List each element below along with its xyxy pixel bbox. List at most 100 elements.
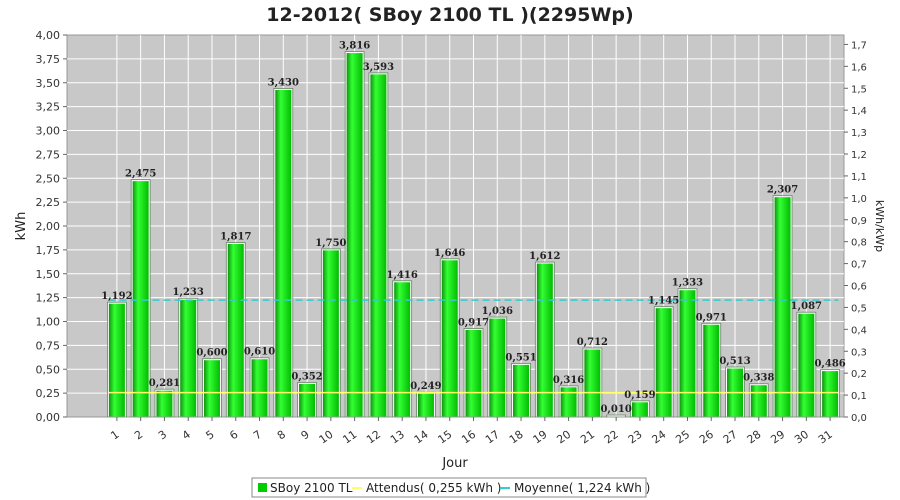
value-labels: 1,192 2,475 0,281 1,233 0,600 1,817 0,610 3,430…: [101, 41, 846, 415]
x-tick-label: 9: [299, 428, 312, 443]
bar-value-label: 1,750: [315, 238, 346, 249]
bar-value-label: 0,600: [196, 348, 227, 359]
bar-value-label: 0,971: [696, 312, 727, 323]
x-tick-label: 16: [459, 428, 478, 447]
x-tick-label: 10: [317, 428, 336, 447]
bar: [345, 52, 364, 418]
bar-value-label: 0,010: [600, 404, 631, 415]
y2-tick-label: 0,4: [851, 325, 867, 336]
bar-value-label: 0,551: [505, 352, 536, 363]
legend-label-expected: Attendus( 0,255 kWh ): [366, 481, 501, 495]
bar-value-label: 1,036: [482, 306, 513, 317]
bar-value-label: 0,159: [624, 390, 655, 401]
y-tick-label: 2,00: [36, 220, 61, 233]
legend-box: [251, 477, 647, 498]
bar: [797, 312, 816, 418]
y2-tick-label: 1,2: [851, 150, 867, 161]
y2-tick-label: 0,8: [851, 238, 867, 249]
bar: [107, 302, 126, 418]
bar: [202, 359, 221, 418]
x-tick-label: 13: [388, 428, 407, 447]
chart-title: 12-2012( SBoy 2100 TL )(2295Wp): [266, 4, 633, 26]
reference-lines: [108, 299, 839, 394]
bar: [630, 401, 649, 418]
bar: [369, 73, 388, 418]
y-tick-label: 0,25: [36, 387, 61, 400]
bar-value-label: 1,087: [791, 301, 822, 312]
bar: [155, 389, 174, 418]
bars: [106, 51, 841, 418]
bar: [654, 307, 673, 418]
y2-tick-label: 0,1: [851, 391, 867, 402]
x-tick-label: 1: [108, 428, 121, 443]
x-tick-label: 31: [816, 428, 835, 447]
bar: [749, 384, 768, 418]
bar-value-label: 3,816: [339, 41, 370, 52]
bar-value-label: 0,316: [553, 375, 584, 386]
bar: [535, 262, 554, 418]
bar-value-label: 2,475: [125, 169, 156, 180]
legend-swatch-production: [258, 483, 267, 492]
bar: [274, 88, 293, 418]
x-tick-label: 20: [554, 428, 573, 447]
bar-value-label: 0,281: [149, 378, 180, 389]
y2-tick-label: 1,4: [851, 106, 867, 117]
bar-value-label: 0,249: [410, 381, 441, 392]
y-tick-label: 3,00: [36, 125, 61, 138]
bar-value-label: 0,917: [458, 317, 489, 328]
x-tick-label: 3: [156, 428, 169, 443]
x-tick-label: 12: [364, 428, 383, 447]
legend-label-average: Moyenne( 1,224 kWh ): [514, 481, 650, 495]
bar: [131, 180, 150, 418]
bar: [226, 242, 245, 418]
x-tick-label: 19: [531, 428, 550, 447]
x-tick-label: 26: [697, 428, 716, 447]
bar-value-label: 1,416: [387, 270, 418, 281]
y-tick-label: 0,00: [36, 411, 61, 424]
y2-tick-label: 0,5: [851, 303, 867, 314]
x-tick-label: 25: [673, 428, 692, 447]
bar: [298, 382, 317, 418]
x-axis-title: Jour: [441, 456, 468, 471]
y2-tick-label: 0,7: [851, 260, 867, 271]
y-tick-label: 3,50: [36, 77, 61, 90]
bar: [559, 386, 578, 418]
y2-axis-title: kWh/kWp: [873, 200, 886, 252]
bar-value-label: 1,817: [220, 231, 251, 242]
bar: [416, 392, 435, 418]
y2-tick-label: 0,9: [851, 216, 867, 227]
y2-tick-label: 0,3: [851, 347, 867, 358]
x-axis: 1 2 3 4 5 6 7 8 9 10 11 12 13 14 15 16 17 18 19 20 21 22 23 24 2…: [108, 417, 835, 447]
x-tick-label: 24: [649, 428, 668, 447]
y-tick-label: 3,25: [36, 101, 61, 114]
bar-value-label: 3,430: [268, 77, 299, 88]
x-tick-label: 6: [227, 428, 240, 443]
y-tick-label: 1,00: [36, 316, 61, 329]
y2-tick-label: 1,5: [851, 84, 867, 95]
bar-value-label: 1,612: [529, 251, 560, 262]
y-axis: 0,00 0,25 0,50 0,75 1,00 1,25 1,50 1,75 2,00 2,25…: [36, 29, 67, 424]
y2-tick-label: 0,2: [851, 369, 867, 380]
x-tick-label: 2: [132, 428, 145, 443]
x-tick-label: 28: [745, 428, 764, 447]
x-tick-label: 17: [483, 428, 502, 447]
bar: [821, 370, 840, 418]
y-tick-label: 4,00: [36, 29, 61, 42]
y2-tick-label: 0,0: [851, 413, 867, 424]
x-tick-label: 15: [436, 428, 455, 447]
legend-label-production: SBoy 2100 TL: [270, 481, 353, 495]
bar-value-label: 1,145: [648, 296, 679, 307]
x-tick-label: 14: [412, 428, 431, 447]
x-tick-label: 30: [792, 428, 811, 447]
bar-value-label: 0,712: [577, 337, 608, 348]
y-tick-label: 3,75: [36, 53, 61, 66]
y-tick-label: 1,25: [36, 292, 61, 305]
y-tick-label: 2,75: [36, 148, 61, 161]
bar-value-label: 0,338: [743, 373, 774, 384]
y-tick-label: 1,50: [36, 268, 61, 281]
y-tick-label: 0,50: [36, 363, 61, 376]
y-tick-label: 0,75: [36, 339, 61, 352]
legend: SBoy 2100 TL Attendus( 0,255 kWh ) Moyen…: [251, 477, 650, 498]
bar: [440, 259, 459, 418]
y2-tick-label: 1,1: [851, 172, 867, 183]
